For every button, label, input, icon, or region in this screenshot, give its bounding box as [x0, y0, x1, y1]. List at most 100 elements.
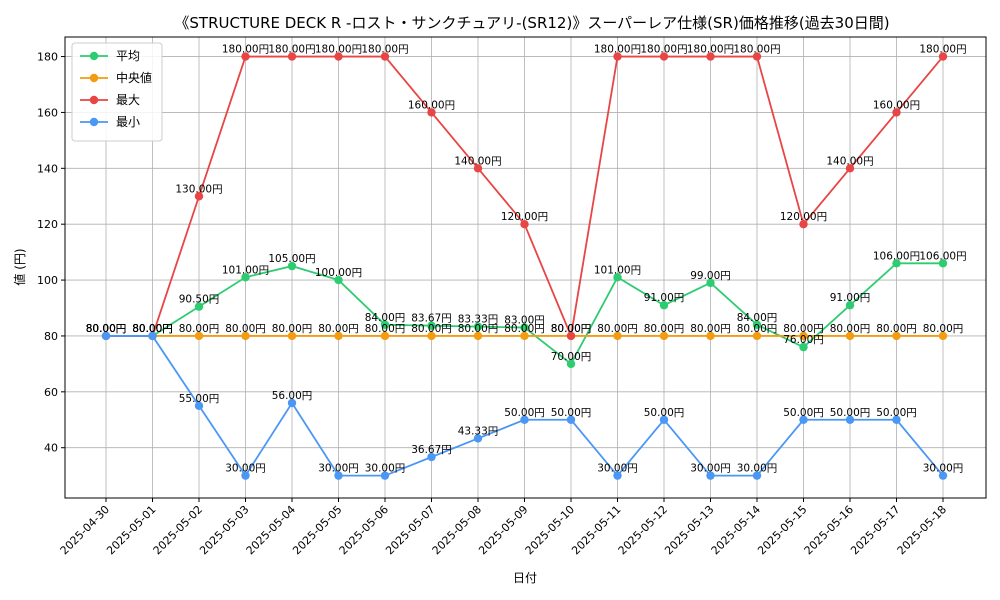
- data-point: [566, 331, 576, 341]
- data-label: 180.00円: [222, 44, 269, 56]
- data-label: 180.00円: [733, 44, 780, 56]
- data-label: 80.00円: [783, 323, 824, 335]
- data-label: 180.00円: [687, 44, 734, 56]
- data-point: [101, 331, 111, 341]
- data-label: 80.00円: [179, 323, 220, 335]
- data-point: [566, 359, 576, 369]
- data-point: [752, 52, 762, 61]
- legend-item: 中央値: [80, 70, 152, 85]
- legend-item: 最大: [80, 93, 140, 107]
- data-label: 83.67円: [411, 313, 452, 325]
- plot-frame: [64, 36, 987, 499]
- data-label: 180.00円: [640, 44, 687, 56]
- y-tick-label: 80: [44, 330, 58, 343]
- data-point: [241, 273, 250, 282]
- data-label: 80.00円: [272, 323, 313, 335]
- data-point: [287, 261, 297, 271]
- y-tick-label: 100: [37, 274, 58, 287]
- data-label: 91.00円: [644, 292, 685, 304]
- data-point: [427, 321, 436, 330]
- legend-marker: [89, 51, 99, 61]
- data-point: [799, 415, 808, 424]
- data-point: [938, 331, 948, 341]
- data-point: [752, 331, 762, 341]
- data-label: 30.00円: [597, 463, 638, 475]
- legend-label: 平均: [116, 49, 140, 63]
- data-label: 50.00円: [830, 407, 871, 419]
- legend-marker: [89, 73, 99, 83]
- data-point: [473, 164, 483, 173]
- data-point: [241, 331, 250, 341]
- data-label: 106.00円: [919, 250, 966, 262]
- data-point: [845, 415, 855, 424]
- data-label: 80.00円: [411, 323, 452, 335]
- data-point: [892, 415, 901, 424]
- legend-item: 平均: [80, 49, 140, 63]
- data-point: [427, 331, 436, 341]
- grid-lines: [65, 37, 986, 498]
- data-point: [520, 415, 529, 424]
- data-label: 80.00円: [132, 323, 173, 335]
- data-point: [892, 259, 901, 268]
- data-label: 36.67円: [411, 444, 452, 456]
- data-point: [566, 415, 576, 424]
- data-point: [520, 323, 529, 332]
- data-point: [473, 331, 483, 341]
- data-label: 80.00円: [830, 323, 871, 335]
- data-point: [287, 398, 297, 408]
- data-label: 80.00円: [365, 323, 406, 335]
- data-point: [892, 331, 901, 341]
- data-label: 50.00円: [876, 407, 917, 419]
- data-label: 80.00円: [923, 323, 964, 335]
- series-group: [101, 52, 948, 480]
- data-point: [613, 471, 622, 480]
- data-label: 160.00円: [408, 99, 455, 111]
- chart-title: 《STRUCTURE DECK R -ロスト・サンクチュアリ-(SR12)》スー…: [174, 14, 889, 32]
- data-label: 50.00円: [783, 407, 824, 419]
- data-label: 106.00円: [873, 250, 920, 262]
- data-label: 30.00円: [737, 463, 778, 475]
- data-label: 140.00円: [826, 155, 873, 167]
- data-point: [706, 278, 715, 288]
- data-label: 30.00円: [690, 463, 731, 475]
- data-label: 80.00円: [876, 323, 917, 335]
- data-point: [706, 52, 715, 61]
- data-label: 100.00円: [315, 267, 362, 279]
- data-label: 80.00円: [551, 323, 592, 335]
- data-label: 80.00円: [225, 323, 266, 335]
- data-label: 80.00円: [644, 323, 685, 335]
- data-label: 55.00円: [179, 393, 220, 405]
- data-label: 80.00円: [737, 323, 778, 335]
- data-point: [752, 471, 762, 480]
- data-label: 70.00円: [551, 351, 592, 363]
- data-label: 80.00円: [458, 323, 499, 335]
- data-labels: 80.00円 80.00円90.50円101.00円105.00円100.00円8…: [86, 44, 967, 475]
- data-point: [241, 52, 250, 61]
- data-point: [845, 331, 855, 341]
- data-point: [427, 108, 436, 117]
- data-point: [659, 52, 669, 61]
- data-label: 56.00円: [272, 390, 313, 402]
- data-label: 80.00円: [132, 323, 173, 335]
- data-label: 80.00円: [132, 323, 173, 335]
- series-4: [101, 331, 948, 480]
- data-label: 30.00円: [225, 463, 266, 475]
- data-label: 80.00円: [690, 323, 731, 335]
- data-point: [380, 320, 390, 329]
- legend-label: 最小: [116, 115, 140, 129]
- data-point: [380, 331, 390, 341]
- data-label: 80.00円: [551, 323, 592, 335]
- data-label: 90.50円: [179, 294, 220, 306]
- data-point: [520, 219, 529, 229]
- data-point: [334, 52, 343, 61]
- y-tick-label: 160: [37, 106, 58, 119]
- axes: 2025-04-302025-05-012025-05-022025-05-03…: [37, 51, 949, 558]
- data-label: 50.00円: [644, 407, 685, 419]
- data-point: [845, 301, 855, 310]
- data-point: [194, 302, 204, 311]
- data-point: [613, 52, 622, 61]
- data-label: 80.00円: [86, 323, 127, 335]
- data-point: [241, 471, 250, 480]
